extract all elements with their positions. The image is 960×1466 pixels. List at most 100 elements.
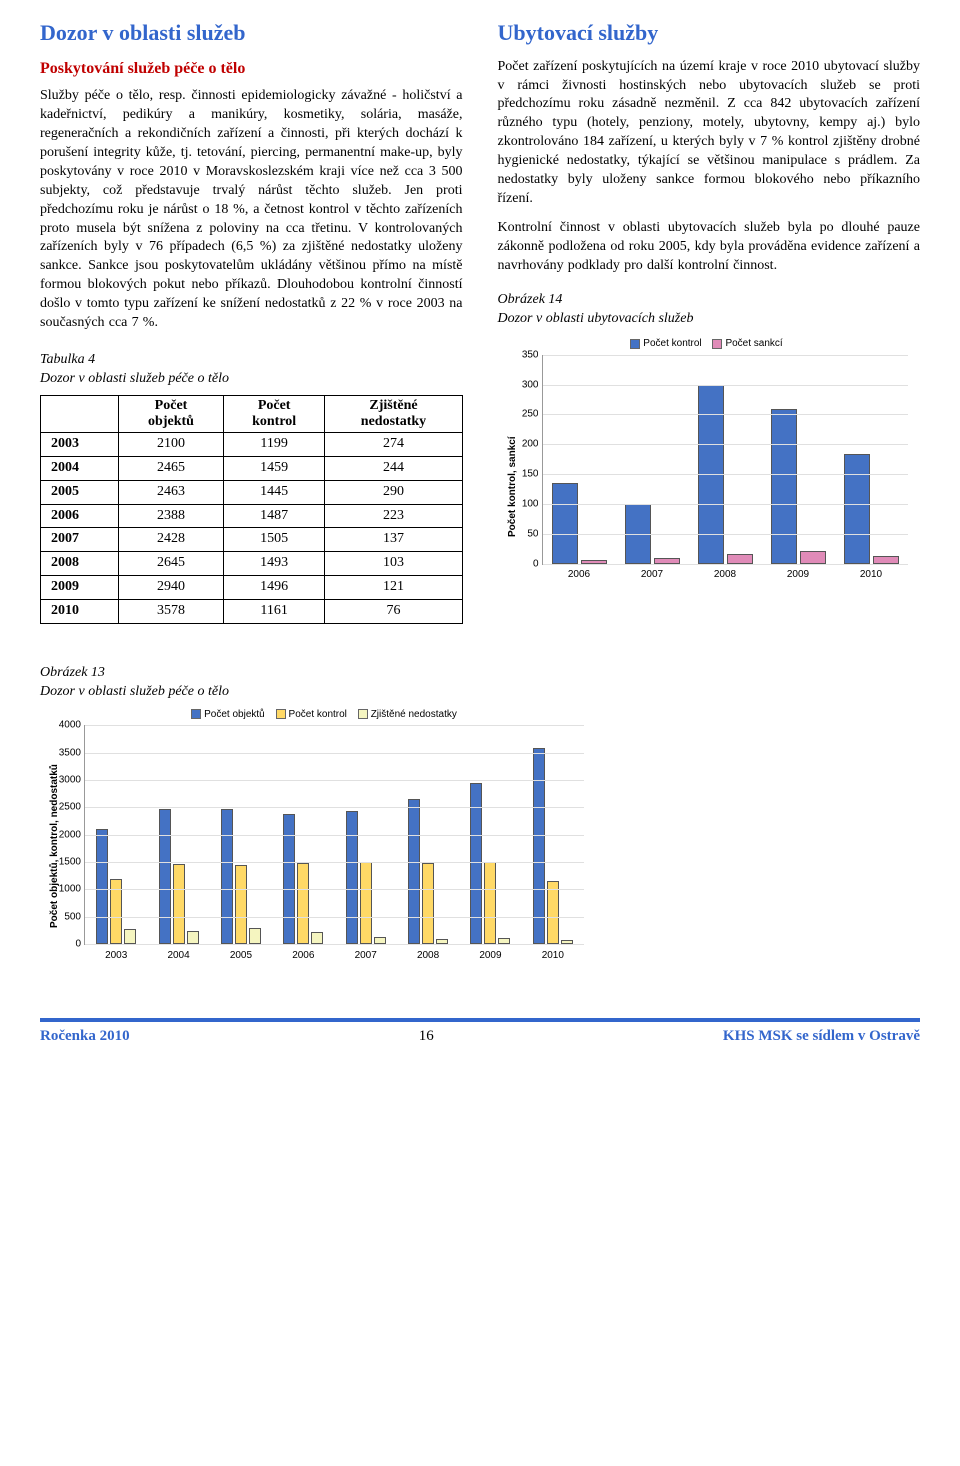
- table-cell: 2004: [41, 456, 119, 480]
- chart13-ylabel: Počet objektů, kontrol, nedostatků: [48, 764, 62, 928]
- bar-group: 2006: [543, 355, 616, 564]
- bar: [360, 862, 372, 944]
- chart14-plot: 20062007200820092010 0501001502002503003…: [542, 355, 908, 565]
- ytick-label: 350: [513, 348, 539, 362]
- th-empty: [41, 395, 119, 432]
- legend-swatch: [630, 339, 640, 349]
- ytick-label: 2000: [55, 828, 81, 842]
- xtick-label: 2008: [689, 568, 762, 582]
- bar: [235, 865, 247, 944]
- table-cell: 290: [325, 480, 462, 504]
- table-cell: 2100: [119, 432, 224, 456]
- xtick-label: 2009: [459, 949, 521, 963]
- table-row: 200929401496121: [41, 576, 463, 600]
- xtick-label: 2004: [147, 949, 209, 963]
- footer-left: Ročenka 2010: [40, 1026, 130, 1046]
- bar: [533, 748, 545, 944]
- chart13-legend: Počet objektů Počet kontrol Zjištěné ned…: [40, 708, 600, 722]
- bar: [552, 483, 578, 564]
- chart14-legend: Počet kontrol Počet sankcí: [498, 337, 908, 351]
- bar: [96, 829, 108, 944]
- table-cell: 1459: [223, 456, 325, 480]
- table-row: 200826451493103: [41, 552, 463, 576]
- table-cell: 103: [325, 552, 462, 576]
- right-column: Ubytovací služby Počet zařízení poskytuj…: [498, 18, 921, 624]
- table-cell: 244: [325, 456, 462, 480]
- legend-label: Počet kontrol: [643, 338, 701, 349]
- table-cell: 2645: [119, 552, 224, 576]
- table-cell: 2465: [119, 456, 224, 480]
- ytick-label: 150: [513, 467, 539, 481]
- chart13-plot: 20032004200520062007200820092010 0500100…: [84, 725, 584, 945]
- page: Dozor v oblasti služeb Poskytování služe…: [0, 0, 960, 1056]
- table-cell: 1199: [223, 432, 325, 456]
- footer-page-number: 16: [419, 1026, 434, 1046]
- bar: [422, 863, 434, 945]
- ytick-label: 250: [513, 408, 539, 422]
- table-cell: 2008: [41, 552, 119, 576]
- bar: [283, 814, 295, 945]
- section-title: Dozor v oblasti služeb: [40, 18, 463, 48]
- table-cell: 2006: [41, 504, 119, 528]
- legend-swatch: [358, 709, 368, 719]
- xtick-label: 2010: [522, 949, 584, 963]
- bar: [110, 879, 122, 945]
- ytick-label: 2500: [55, 801, 81, 815]
- xtick-label: 2006: [272, 949, 334, 963]
- table-cell: 274: [325, 432, 462, 456]
- ytick-label: 0: [513, 557, 539, 571]
- table-cell: 2940: [119, 576, 224, 600]
- bar-group: 2008: [689, 355, 762, 564]
- legend-swatch: [712, 339, 722, 349]
- ytick-label: 50: [513, 527, 539, 541]
- table-row: 200321001199274: [41, 432, 463, 456]
- table-cell: 76: [325, 600, 462, 624]
- table-cell: 137: [325, 528, 462, 552]
- table-row: 200623881487223: [41, 504, 463, 528]
- right-para1: Počet zařízení poskytujících na území kr…: [498, 58, 921, 209]
- table-cell: 2007: [41, 528, 119, 552]
- chart14: Počet kontrol Počet sankcí Počet kontrol…: [498, 337, 908, 597]
- table-header-row: Početobjektů Početkontrol Zjištěnénedost…: [41, 395, 463, 432]
- table-cell: 3578: [119, 600, 224, 624]
- th-nedostatky: Zjištěnénedostatky: [325, 395, 462, 432]
- bar: [311, 932, 323, 944]
- bar: [498, 938, 510, 945]
- th-kontrol: Početkontrol: [223, 395, 325, 432]
- chart13: Počet objektů Počet kontrol Zjištěné ned…: [40, 708, 600, 978]
- table-cell: 2009: [41, 576, 119, 600]
- ytick-label: 0: [55, 937, 81, 951]
- ytick-label: 200: [513, 438, 539, 452]
- xtick-label: 2010: [835, 568, 908, 582]
- two-column-layout: Dozor v oblasti služeb Poskytování služe…: [40, 18, 920, 624]
- chart14-bars: 20062007200820092010: [543, 355, 908, 564]
- table-cell: 2005: [41, 480, 119, 504]
- table-cell: 121: [325, 576, 462, 600]
- legend-label: Zjištěné nedostatky: [371, 709, 457, 720]
- bar: [771, 409, 797, 564]
- xtick-label: 2003: [85, 949, 147, 963]
- xtick-label: 2007: [335, 949, 397, 963]
- ytick-label: 100: [513, 497, 539, 511]
- ytick-label: 1500: [55, 855, 81, 869]
- xtick-label: 2007: [616, 568, 689, 582]
- subtitle: Poskytování služeb péče o tělo: [40, 58, 463, 80]
- bar: [844, 454, 870, 564]
- ytick-label: 1000: [55, 883, 81, 897]
- th-objektu: Početobjektů: [119, 395, 224, 432]
- xtick-label: 2005: [210, 949, 272, 963]
- legend-label: Počet objektů: [204, 709, 265, 720]
- table-cell: 1487: [223, 504, 325, 528]
- table-cell: 1496: [223, 576, 325, 600]
- right-para2: Kontrolní činnost v oblasti ubytovacích …: [498, 219, 921, 276]
- table4: Početobjektů Početkontrol Zjištěnénedost…: [40, 395, 463, 624]
- table-cell: 1493: [223, 552, 325, 576]
- bar: [727, 554, 753, 564]
- bar: [297, 863, 309, 944]
- legend-swatch: [191, 709, 201, 719]
- table-row: 20103578116176: [41, 600, 463, 624]
- bar: [221, 809, 233, 944]
- bar: [187, 931, 199, 944]
- chart14-ylabel: Počet kontrol, sankcí: [506, 437, 520, 538]
- page-footer: Ročenka 2010 16 KHS MSK se sídlem v Ostr…: [40, 1018, 920, 1056]
